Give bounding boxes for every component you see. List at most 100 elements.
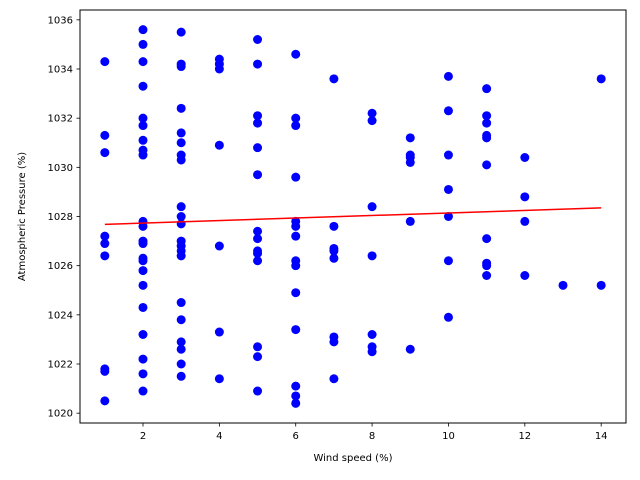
y-tick-label: 1030 [48,163,73,174]
data-point [253,35,263,44]
data-point [253,342,263,352]
data-point [138,57,148,67]
data-point [291,325,301,335]
y-tick-label: 1036 [48,15,73,26]
data-point [100,239,110,249]
data-point [405,344,415,354]
trend-line-layer [104,207,602,226]
data-point [176,103,186,113]
x-tick-label: 10 [442,431,455,442]
data-point [176,138,186,148]
data-point [176,371,186,381]
data-point [329,253,339,263]
data-point [596,74,606,84]
data-point [176,128,186,138]
data-point [405,133,415,143]
data-point [138,256,148,266]
data-point [520,192,530,202]
data-point [558,280,568,290]
data-point [367,251,377,261]
data-point [482,118,492,128]
data-point [291,49,301,59]
data-point [138,266,148,276]
data-point [100,148,110,158]
data-point [176,219,186,229]
data-point [176,27,186,37]
y-tick-label: 1024 [48,310,73,321]
data-point [291,221,301,231]
data-point [253,256,263,266]
data-point [482,111,492,121]
data-point [100,130,110,140]
data-point [214,374,224,384]
data-point [482,261,492,271]
data-point [138,135,148,145]
x-axis-ticks: 2 4 6 8 10 12 14 [140,423,608,442]
data-point [520,271,530,280]
data-point [138,369,148,379]
data-point [138,239,148,249]
data-point [443,184,453,194]
y-tick-label: 1020 [48,409,73,420]
x-tick-label: 8 [369,431,375,442]
data-point [291,172,301,182]
data-point [291,121,301,131]
data-point [253,234,263,244]
data-point [138,81,148,91]
data-point [214,327,224,337]
data-point [214,64,224,74]
data-point [100,366,110,376]
data-point [405,216,415,226]
data-point [291,261,301,271]
data-point [329,337,339,347]
data-point [482,234,492,244]
data-point [176,344,186,354]
data-point [596,280,606,290]
data-point [291,391,301,401]
data-point [176,62,186,72]
data-point [100,251,110,261]
data-point [176,315,186,325]
data-point [138,330,148,339]
data-point [367,347,377,357]
data-point [405,157,415,167]
data-point [329,74,339,84]
data-point [329,221,339,231]
data-point [138,280,148,290]
data-point [291,398,301,408]
data-point [329,374,339,384]
data-point [100,396,110,406]
data-point [253,59,263,69]
data-point [176,298,186,308]
data-point [482,271,492,280]
data-point [176,155,186,165]
data-point [291,288,301,298]
data-point [367,108,377,118]
data-point [367,202,377,212]
data-point [138,113,148,123]
data-point [291,381,301,391]
y-axis-label: Atmospheric Pressure (%) [17,152,28,281]
data-point [176,202,186,212]
data-point [214,241,224,251]
data-point [520,153,530,162]
data-point [138,150,148,160]
y-tick-label: 1026 [48,261,73,272]
x-tick-label: 14 [595,431,608,442]
data-point [138,386,148,396]
data-point [443,212,453,221]
y-tick-label: 1028 [48,212,73,223]
data-point [253,143,263,153]
data-point [443,71,453,81]
data-point [253,248,263,258]
y-tick-label: 1034 [48,65,73,76]
data-point [520,216,530,226]
data-point [176,337,186,347]
data-point [253,111,263,121]
data-point [482,160,492,170]
data-point [482,133,492,143]
data-points [100,25,606,408]
x-tick-label: 4 [216,431,222,442]
y-tick-label: 1032 [48,114,73,125]
